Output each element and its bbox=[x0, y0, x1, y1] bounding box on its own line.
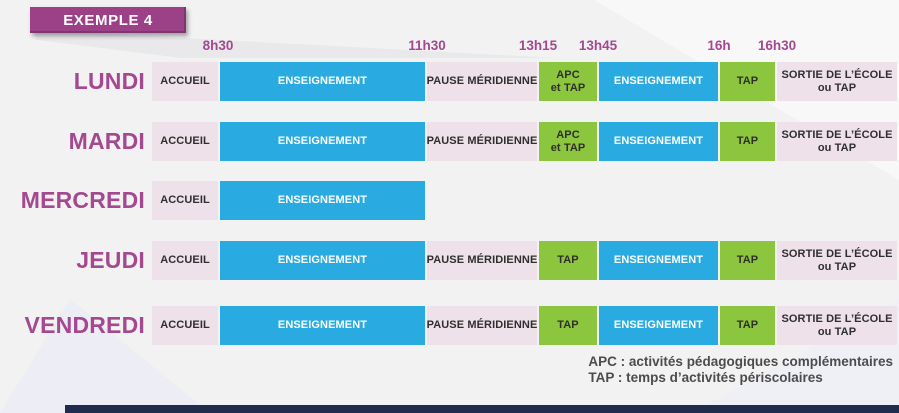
block-label-line: TAP bbox=[736, 135, 759, 147]
block-label-line: PAUSE MÉRIDIENNE bbox=[426, 254, 538, 266]
block-label-line: APC bbox=[556, 68, 580, 81]
block-label-line: PAUSE MÉRIDIENNE bbox=[426, 135, 538, 147]
legend-line-tap: TAP : temps d’activités périscolaires bbox=[588, 370, 823, 385]
block-label-line: ACCUEIL bbox=[160, 75, 210, 87]
block-label-line: ENSEIGNEMENT bbox=[613, 319, 704, 331]
block-ens1-lundi: ENSEIGNEMENT bbox=[220, 62, 425, 101]
block-apc-mardi: APC et TAP bbox=[539, 122, 597, 161]
block-sortie-jeudi: SORTIE DE L’ÉCOLE ou TAP bbox=[777, 241, 897, 280]
time-label-5: 16h30 bbox=[757, 38, 797, 53]
block-apc-jeudi: TAP bbox=[539, 241, 597, 280]
block-label-line: TAP bbox=[736, 254, 759, 266]
block-label-line: APC bbox=[556, 128, 580, 141]
block-label-line: ou TAP bbox=[817, 260, 857, 273]
day-label-jeudi: JEUDI bbox=[76, 247, 145, 273]
day-label-mardi: MARDI bbox=[68, 128, 145, 154]
block-label-line: ou TAP bbox=[817, 81, 857, 94]
block-ens1-mercredi: ENSEIGNEMENT bbox=[220, 181, 425, 220]
block-tap-mardi: TAP bbox=[720, 122, 775, 161]
block-label-line: ou TAP bbox=[817, 141, 857, 154]
block-label-line: ENSEIGNEMENT bbox=[277, 254, 368, 266]
block-label-line: ENSEIGNEMENT bbox=[277, 75, 368, 87]
day-label-vendredi: VENDREDI bbox=[24, 312, 145, 338]
time-label-4: 16h bbox=[707, 38, 731, 53]
block-accueil-jeudi: ACCUEIL bbox=[152, 241, 218, 280]
block-sortie-lundi: SORTIE DE L’ÉCOLE ou TAP bbox=[777, 62, 897, 101]
block-sortie-vendredi: SORTIE DE L’ÉCOLE ou TAP bbox=[777, 306, 897, 345]
block-accueil-mercredi: ACCUEIL bbox=[152, 181, 218, 220]
block-label-line: TAP bbox=[557, 319, 579, 331]
block-accueil-lundi: ACCUEIL bbox=[152, 62, 218, 101]
block-label-line: TAP bbox=[736, 75, 759, 87]
example-badge: EXEMPLE 4 bbox=[30, 7, 186, 33]
block-label-line: ENSEIGNEMENT bbox=[613, 135, 704, 147]
block-accueil-mardi: ACCUEIL bbox=[152, 122, 218, 161]
block-label-line: ENSEIGNEMENT bbox=[277, 194, 368, 206]
block-label-line: PAUSE MÉRIDIENNE bbox=[426, 75, 538, 87]
block-tap-vendredi: TAP bbox=[720, 306, 775, 345]
time-label-3: 13h45 bbox=[578, 38, 618, 53]
block-ens1-mardi: ENSEIGNEMENT bbox=[220, 122, 425, 161]
block-label-line: ACCUEIL bbox=[160, 319, 210, 331]
block-label-line: TAP bbox=[736, 319, 759, 331]
block-apc-lundi: APC et TAP bbox=[539, 62, 597, 101]
block-sortie-mardi: SORTIE DE L’ÉCOLE ou TAP bbox=[777, 122, 897, 161]
block-label-line: ACCUEIL bbox=[160, 194, 210, 206]
block-label-line: ENSEIGNEMENT bbox=[613, 254, 704, 266]
time-label-2: 13h15 bbox=[518, 38, 558, 53]
block-pause-mardi: PAUSE MÉRIDIENNE bbox=[427, 122, 537, 161]
block-ens1-vendredi: ENSEIGNEMENT bbox=[220, 306, 425, 345]
block-label-line: PAUSE MÉRIDIENNE bbox=[426, 319, 538, 331]
block-pause-lundi: PAUSE MÉRIDIENNE bbox=[427, 62, 537, 101]
block-label-line: SORTIE DE L’ÉCOLE bbox=[781, 128, 893, 141]
time-label-1: 11h30 bbox=[408, 38, 446, 53]
block-accueil-vendredi: ACCUEIL bbox=[152, 306, 218, 345]
time-label-0: 8h30 bbox=[202, 38, 234, 53]
block-label-line: et TAP bbox=[550, 141, 586, 154]
badge-ribbon-shadow bbox=[36, 30, 556, 58]
day-label-lundi: LUNDI bbox=[73, 68, 145, 94]
block-apc-vendredi: TAP bbox=[539, 306, 597, 345]
block-label-line: SORTIE DE L’ÉCOLE bbox=[781, 312, 893, 325]
day-label-mercredi: MERCREDI bbox=[20, 187, 145, 213]
block-ens2-lundi: ENSEIGNEMENT bbox=[599, 62, 718, 101]
block-ens2-vendredi: ENSEIGNEMENT bbox=[599, 306, 718, 345]
block-label-line: ENSEIGNEMENT bbox=[277, 319, 368, 331]
block-pause-vendredi: PAUSE MÉRIDIENNE bbox=[427, 306, 537, 345]
block-label-line: SORTIE DE L’ÉCOLE bbox=[781, 68, 893, 81]
block-label-line: ENSEIGNEMENT bbox=[277, 135, 368, 147]
block-label-line: ACCUEIL bbox=[160, 135, 210, 147]
block-label-line: ACCUEIL bbox=[160, 254, 210, 266]
legend-line-apc: APC : activités pédagogiques complémenta… bbox=[588, 354, 893, 369]
block-tap-lundi: TAP bbox=[720, 62, 775, 101]
bottom-accent-bar bbox=[65, 405, 899, 413]
block-label-line: SORTIE DE L’ÉCOLE bbox=[781, 247, 893, 260]
block-tap-jeudi: TAP bbox=[720, 241, 775, 280]
block-label-line: ou TAP bbox=[817, 325, 857, 338]
block-label-line: ENSEIGNEMENT bbox=[613, 75, 704, 87]
block-ens1-jeudi: ENSEIGNEMENT bbox=[220, 241, 425, 280]
block-label-line: et TAP bbox=[550, 81, 586, 94]
legend: APC : activités pédagogiques complémenta… bbox=[588, 354, 893, 386]
block-ens2-jeudi: ENSEIGNEMENT bbox=[599, 241, 718, 280]
block-label-line: TAP bbox=[557, 254, 579, 266]
block-ens2-mardi: ENSEIGNEMENT bbox=[599, 122, 718, 161]
example-badge-label: EXEMPLE 4 bbox=[63, 11, 153, 29]
block-pause-jeudi: PAUSE MÉRIDIENNE bbox=[427, 241, 537, 280]
